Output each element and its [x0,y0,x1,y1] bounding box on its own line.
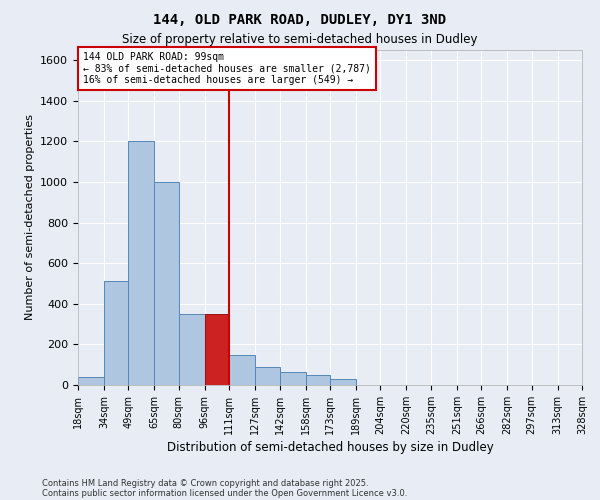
Bar [104,282,128,385]
Bar [205,314,229,385]
Bar [179,314,205,385]
Y-axis label: Number of semi-detached properties: Number of semi-detached properties [25,114,35,320]
Bar [330,379,356,385]
Text: Size of property relative to semi-detached houses in Dudley: Size of property relative to semi-detach… [122,32,478,46]
Bar [128,142,154,385]
Bar [229,354,255,385]
Bar [78,377,104,385]
Bar [154,182,179,385]
Bar [280,372,305,385]
Text: Contains public sector information licensed under the Open Government Licence v3: Contains public sector information licen… [42,488,407,498]
X-axis label: Distribution of semi-detached houses by size in Dudley: Distribution of semi-detached houses by … [167,441,493,454]
Text: 144, OLD PARK ROAD, DUDLEY, DY1 3ND: 144, OLD PARK ROAD, DUDLEY, DY1 3ND [154,12,446,26]
Text: Contains HM Land Registry data © Crown copyright and database right 2025.: Contains HM Land Registry data © Crown c… [42,478,368,488]
Text: 144 OLD PARK ROAD: 99sqm
← 83% of semi-detached houses are smaller (2,787)
16% o: 144 OLD PARK ROAD: 99sqm ← 83% of semi-d… [83,52,371,85]
Bar [255,366,280,385]
Bar [305,375,330,385]
